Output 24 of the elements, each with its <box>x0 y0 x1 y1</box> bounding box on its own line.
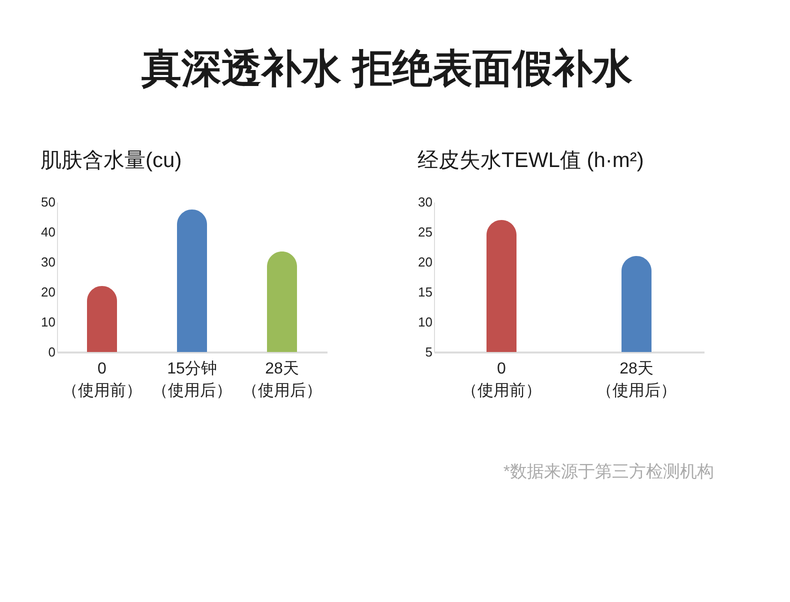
bar <box>267 252 297 352</box>
bar <box>87 286 117 352</box>
y-tick-label: 20 <box>41 284 56 300</box>
chart-title: 肌肤含水量(cu) <box>40 149 182 172</box>
y-tick-label: 10 <box>41 314 56 330</box>
chart-title: 经皮失水TEWL值 (h·m²) <box>418 149 644 172</box>
text: *数据来源于第三方检测机构 <box>503 462 714 481</box>
y-tick-label: 5 <box>425 344 432 360</box>
y-tick-label: 15 <box>418 284 432 300</box>
y-tick-label: 20 <box>418 254 432 270</box>
x-tick-label: 0（使用前） <box>62 360 142 400</box>
bar <box>177 210 207 352</box>
x-tick-label: 28天（使用后） <box>242 360 322 400</box>
x-tick-label: 15分钟（使用后） <box>152 360 232 400</box>
x-tick-label: 0（使用前） <box>462 360 542 400</box>
y-tick-label: 50 <box>41 194 56 210</box>
y-tick-label: 0 <box>48 344 56 360</box>
y-tick-label: 40 <box>41 224 56 240</box>
y-tick-label: 25 <box>418 224 432 240</box>
text: 真深透补水 拒绝表面假补水 <box>140 47 633 91</box>
y-tick-label: 10 <box>418 314 432 330</box>
y-tick-label: 30 <box>41 254 56 270</box>
y-tick-label: 30 <box>418 194 432 210</box>
x-tick-label: 28天（使用后） <box>596 360 676 400</box>
